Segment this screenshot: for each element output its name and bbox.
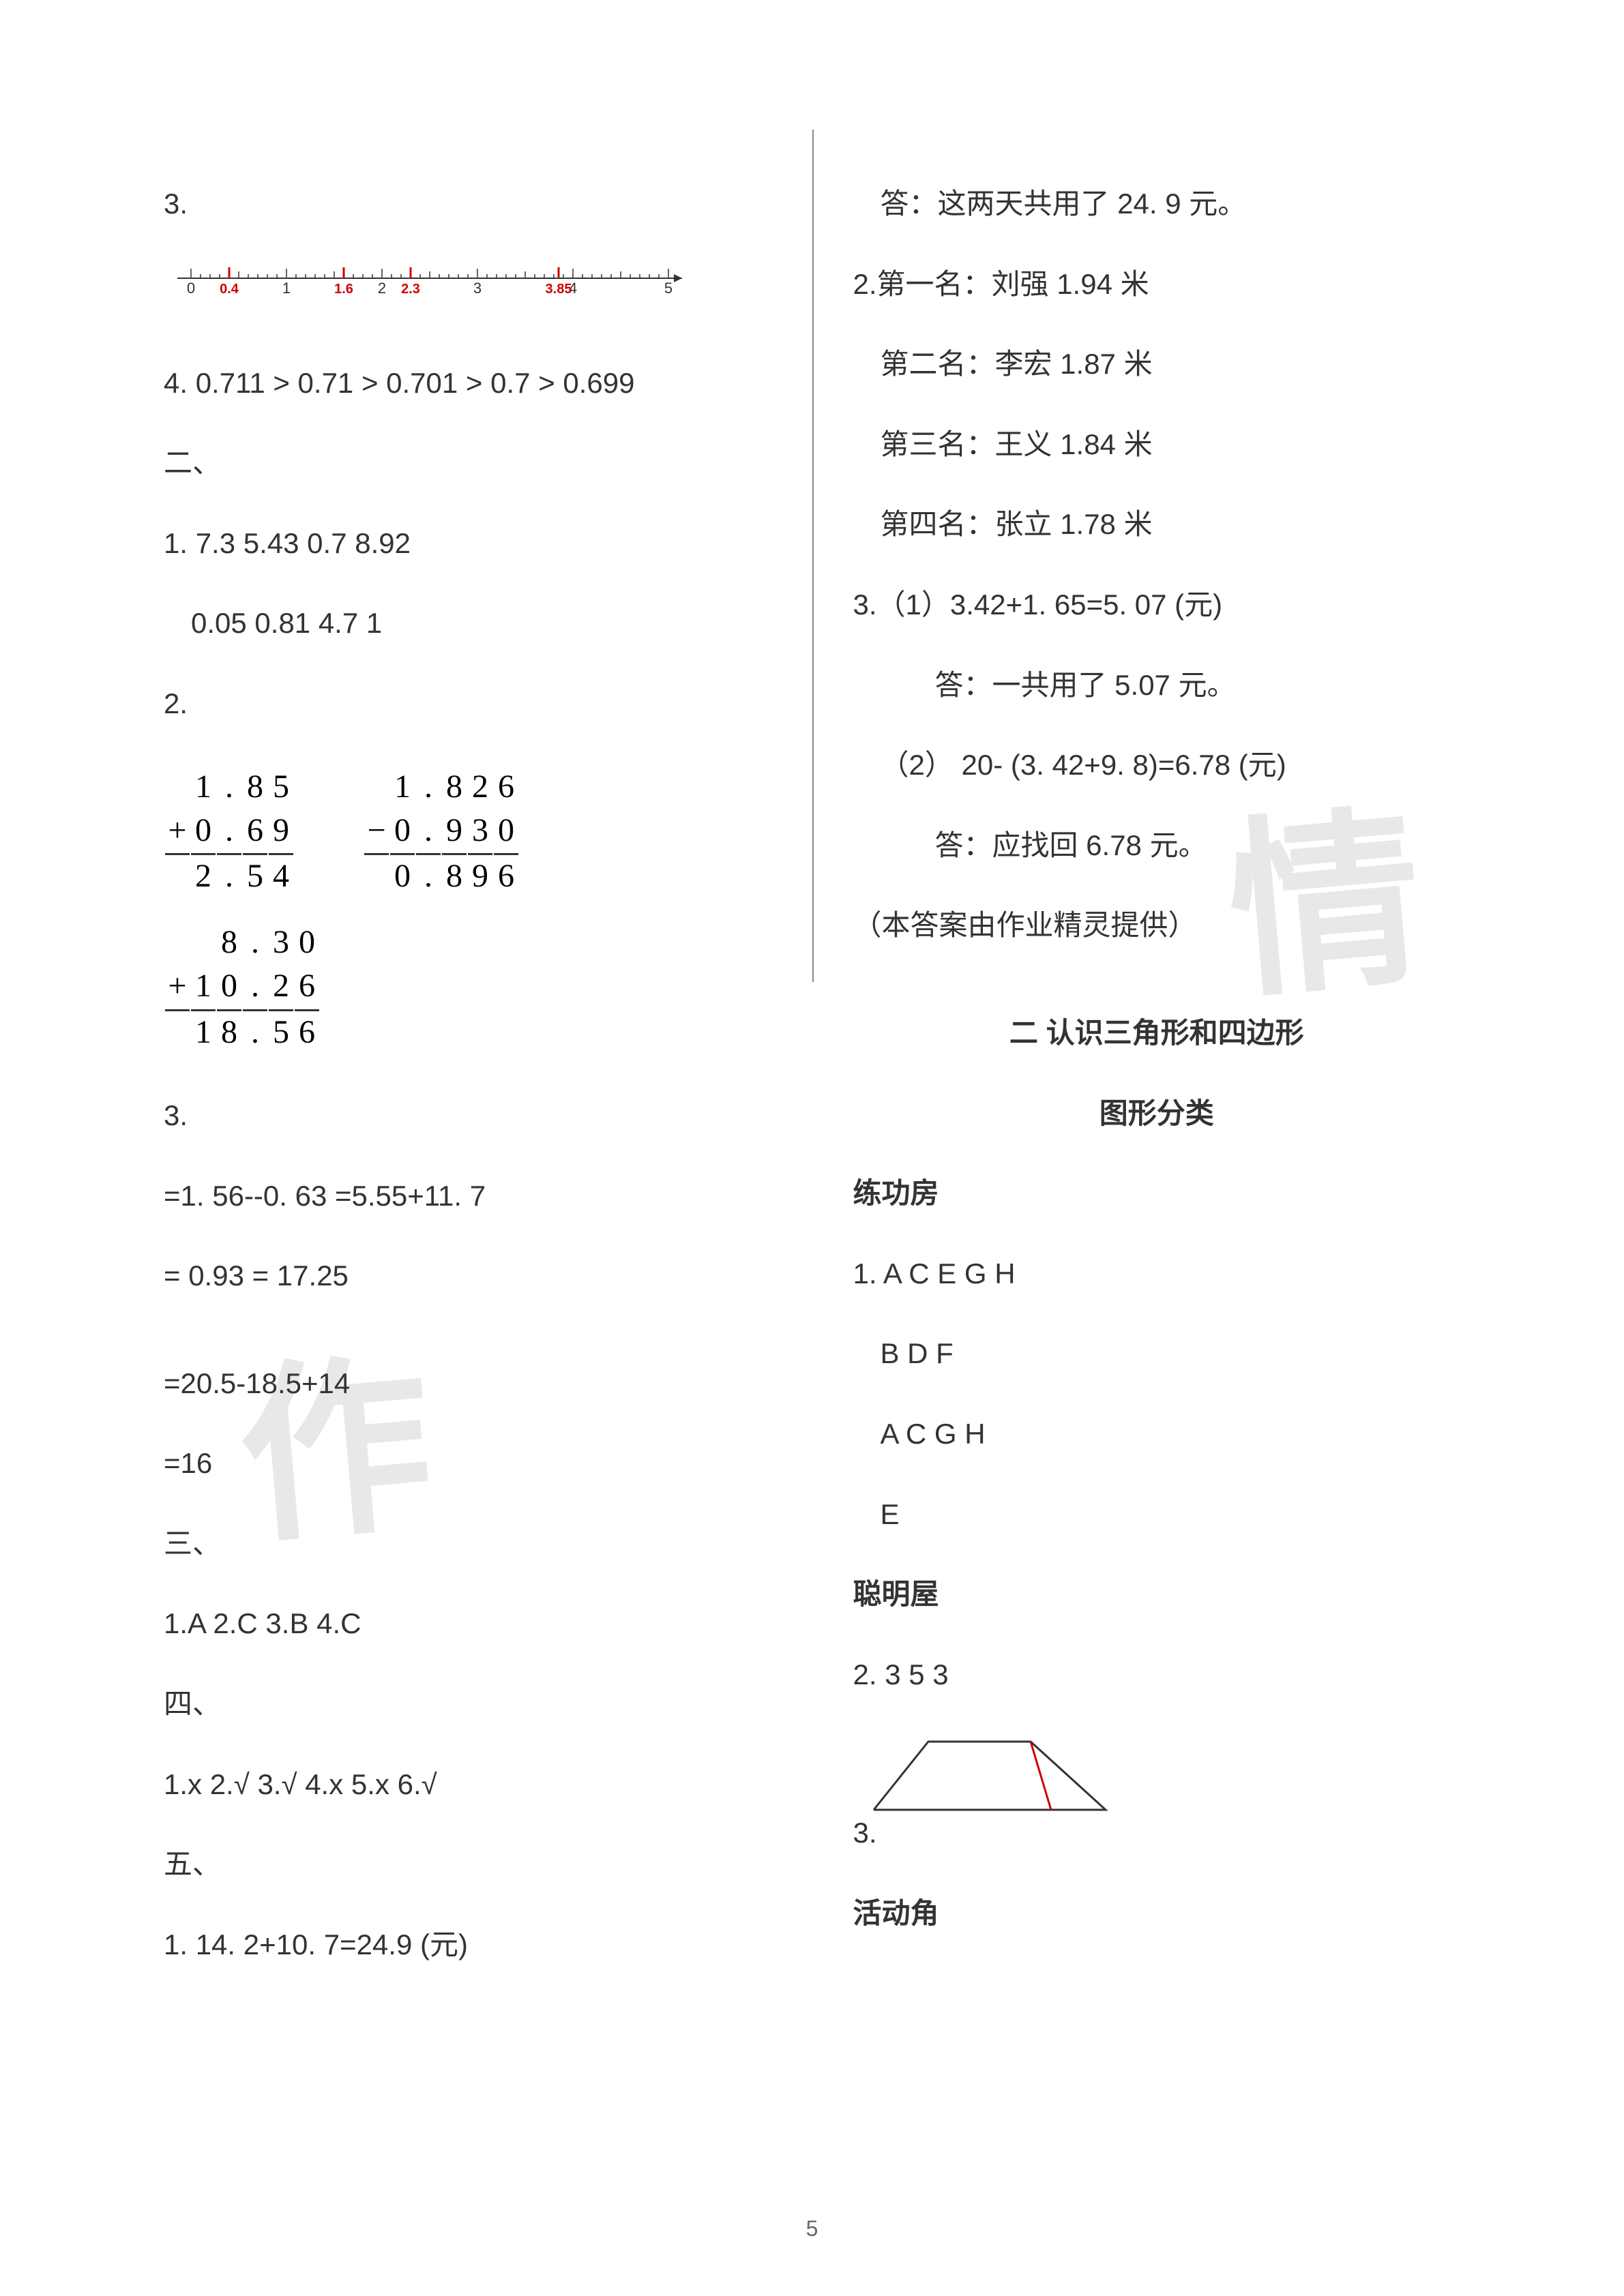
right-column: 答：这两天共用了 24. 9 元。 2.第一名：刘强 1.94 米 第二名：李宏… <box>812 164 1488 1984</box>
svg-text:3: 3 <box>473 280 482 297</box>
math-row-2: 8.30+10.2618.56 <box>164 920 771 1055</box>
q3-label: 3. <box>164 164 771 244</box>
q5-1: 1. 14. 2+10. 7=24.9 (元) <box>164 1905 771 1985</box>
head1: 练功房 <box>853 1153 1461 1234</box>
left-column: 3. 0123450.41.62.33.85 4. 0.711 > 0.71 >… <box>136 164 812 1984</box>
r-q2-4: 第四名：张立 1.78 米 <box>853 484 1461 565</box>
svg-text:5: 5 <box>664 280 673 297</box>
math-block-1: 1.85+0.692.54 <box>164 764 295 899</box>
sec5: 五、 <box>164 1824 771 1905</box>
p1d: E <box>853 1474 1461 1555</box>
svg-text:2.3: 2.3 <box>401 282 420 297</box>
q2-2: 2. <box>164 664 771 744</box>
svg-text:0: 0 <box>187 280 195 297</box>
q2-1a: 1. 7.3 5.43 0.7 8.92 <box>164 503 771 584</box>
sec3: 三、 <box>164 1504 771 1584</box>
r-q2-1: 2.第一名：刘强 1.94 米 <box>853 244 1461 325</box>
r-q3b-ans: 答：应找回 6.78 元。 <box>853 805 1461 886</box>
q2-1b: 0.05 0.81 4.7 1 <box>164 583 771 664</box>
credit: （本答案由作业精灵提供） <box>853 885 1461 966</box>
sec4: 四、 <box>164 1664 771 1744</box>
svg-text:2: 2 <box>378 280 386 297</box>
r-q2-3: 第三名：王义 1.84 米 <box>853 404 1461 485</box>
svg-text:0.4: 0.4 <box>220 282 239 297</box>
q2-3: 3. <box>164 1075 771 1156</box>
p1b: B D F <box>853 1313 1461 1394</box>
q4-1: 1.x 2.√ 3.√ 4.x 5.x 6.√ <box>164 1744 771 1825</box>
svg-text:1.6: 1.6 <box>334 282 353 297</box>
eq1b: = 0.93 = 17.25 <box>164 1236 771 1316</box>
ans1: 答：这两天共用了 24. 9 元。 <box>853 164 1461 244</box>
r-q3a: 3.（1）3.42+1. 65=5. 07 (元) <box>853 565 1461 645</box>
eq1a: =1. 56--0. 63 =5.55+11. 7 <box>164 1156 771 1236</box>
svg-text:3.85: 3.85 <box>546 282 572 297</box>
r-q3b: （2） 20- (3. 42+9. 8)=6.78 (元) <box>853 725 1461 805</box>
title2: 图形分类 <box>853 1073 1461 1154</box>
math-block-3: 8.30+10.2618.56 <box>164 920 321 1055</box>
head3: 活动角 <box>853 1873 1461 1954</box>
svg-text:1: 1 <box>282 280 291 297</box>
r-q3a-ans: 答：一共用了 5.07 元。 <box>853 645 1461 726</box>
page-number: 5 <box>806 2216 818 2241</box>
eq2a: =20.5-18.5+14 <box>164 1343 771 1424</box>
number-line: 0123450.41.62.33.85 <box>164 258 771 316</box>
title1: 二 认识三角形和四边形 <box>853 993 1461 1073</box>
p2: 2. 3 5 3 <box>853 1635 1461 1715</box>
q3-1: 1.A 2.C 3.B 4.C <box>164 1583 771 1664</box>
p1c: A C G H <box>853 1394 1461 1474</box>
page-container: 3. 0123450.41.62.33.85 4. 0.711 > 0.71 >… <box>0 0 1624 2053</box>
column-divider <box>812 130 814 982</box>
math-row-1: 1.85+0.692.54 1.826−0.9300.896 <box>164 764 771 899</box>
sec2-label: 二、 <box>164 423 771 503</box>
head2: 聪明屋 <box>853 1554 1461 1635</box>
eq2b: =16 <box>164 1423 771 1504</box>
math-block-2: 1.826−0.9300.896 <box>363 764 520 899</box>
q4-text: 4. 0.711 > 0.71 > 0.701 > 0.7 > 0.699 <box>164 343 771 423</box>
r-q2-2: 第二名：李宏 1.87 米 <box>853 324 1461 404</box>
p1a: 1. A C E G H <box>853 1234 1461 1314</box>
